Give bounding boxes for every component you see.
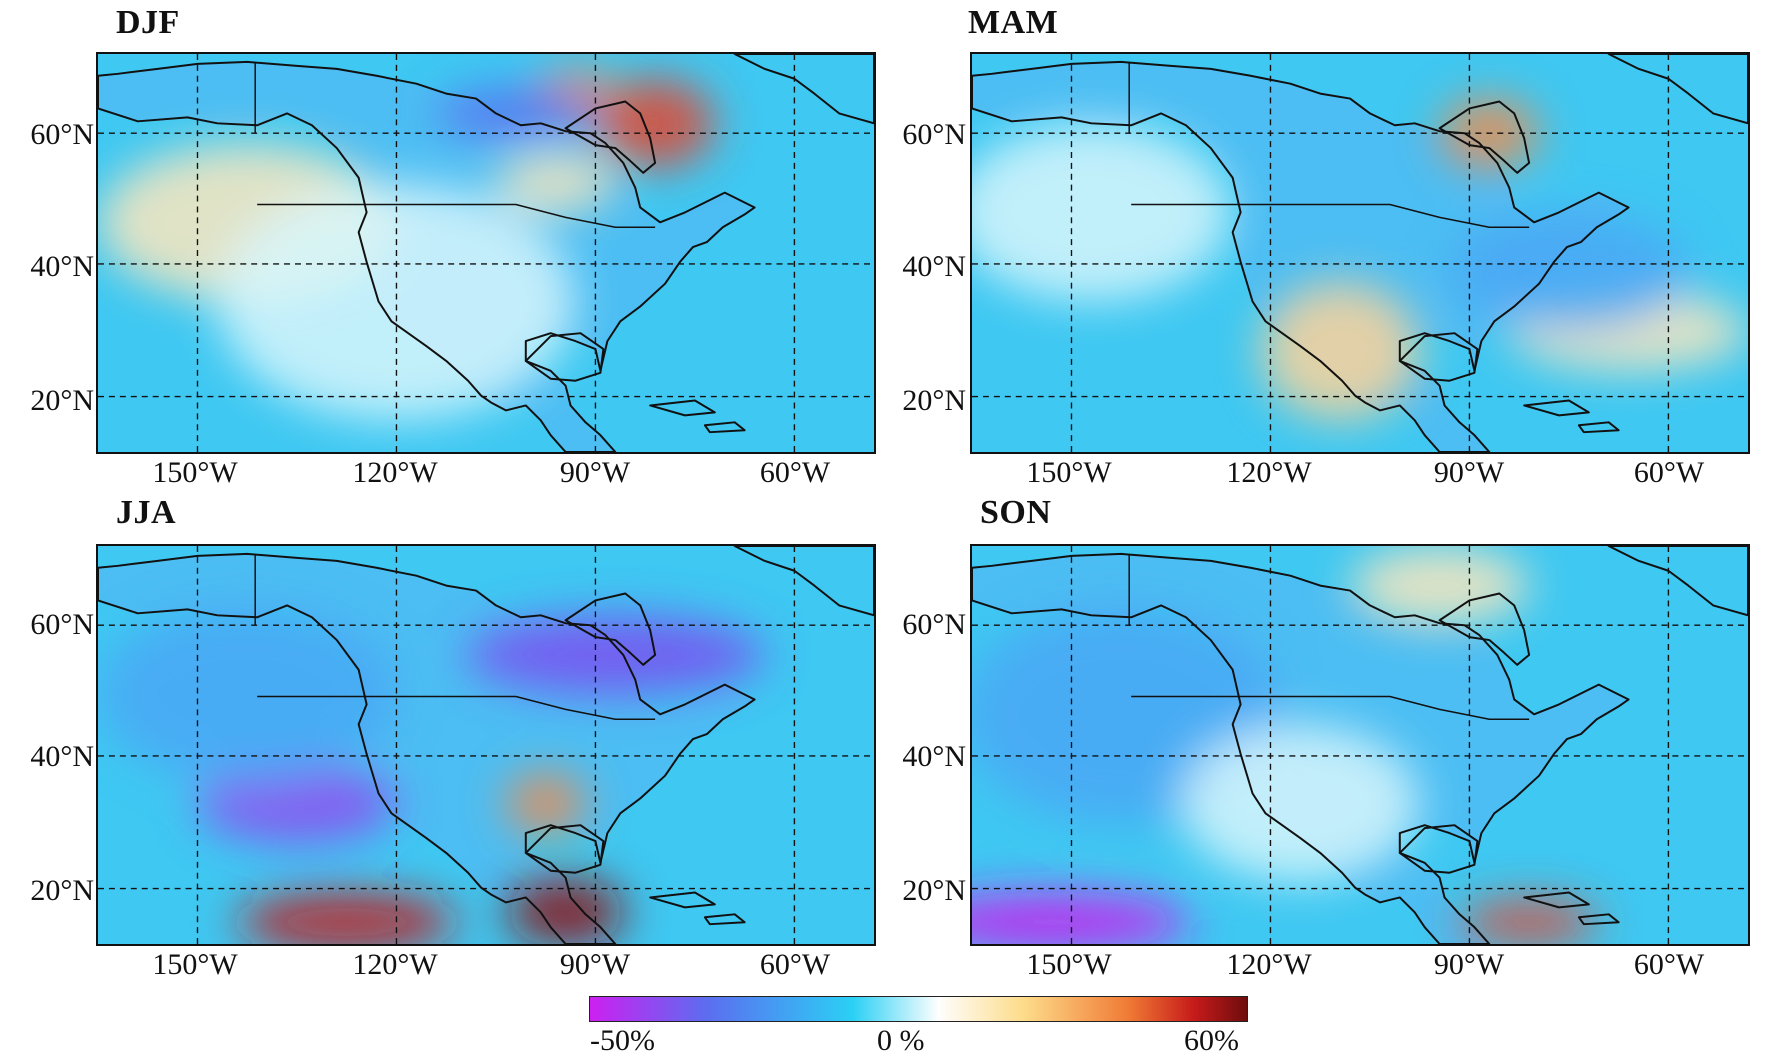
lat-label-60n-jja: 60°N — [30, 608, 94, 641]
lon-label-60w-mam: 60°W — [1633, 456, 1705, 489]
map-svg-djf — [98, 54, 874, 452]
caribbean-islands — [1523, 399, 1620, 434]
lat-label-20n-djf: 20°N — [30, 384, 94, 417]
caribbean-islands — [649, 891, 746, 926]
panel-title-djf: DJF — [116, 4, 180, 41]
gulf-coast — [1398, 332, 1479, 382]
caribbean-islands — [649, 399, 746, 434]
lon-label-120w-mam: 120°W — [1226, 456, 1312, 489]
colorbar-mid-label: 0 % — [877, 1024, 925, 1057]
lon-label-150w-jja: 150°W — [152, 948, 238, 981]
map-svg-jja — [98, 546, 874, 944]
colorbar-min-label: -50% — [590, 1024, 655, 1057]
map-panel-son — [970, 544, 1750, 946]
hudson-bay-coast — [1438, 592, 1531, 666]
lat-label-40n-djf: 40°N — [30, 250, 94, 283]
lon-label-90w-djf: 90°W — [559, 456, 631, 489]
national-border — [1131, 695, 1530, 721]
lat-label-40n-son: 40°N — [902, 740, 966, 773]
lat-label-40n-jja: 40°N — [30, 740, 94, 773]
map-panel-mam — [970, 52, 1750, 454]
lon-label-90w-mam: 90°W — [1433, 456, 1505, 489]
hudson-bay-coast — [1438, 100, 1531, 174]
gulf-coast — [1398, 824, 1479, 874]
national-border — [257, 695, 656, 721]
lon-label-120w-jja: 120°W — [352, 948, 438, 981]
lon-label-120w-djf: 120°W — [352, 456, 438, 489]
anomaly-field — [98, 68, 715, 421]
gulf-coast — [524, 332, 605, 382]
greenland-coast — [1607, 546, 1748, 617]
colorbar-max-label: 60% — [1184, 1024, 1239, 1057]
map-svg-son — [972, 546, 1748, 944]
map-panel-jja — [96, 544, 876, 946]
lon-label-150w-mam: 150°W — [1026, 456, 1112, 489]
national-border — [257, 203, 656, 229]
panel-title-mam: MAM — [968, 4, 1059, 41]
lat-label-60n-djf: 60°N — [30, 118, 94, 151]
lon-label-60w-son: 60°W — [1633, 948, 1705, 981]
panel-title-jja: JJA — [116, 494, 177, 531]
lon-label-90w-jja: 90°W — [559, 948, 631, 981]
national-border — [1131, 203, 1530, 229]
panel-title-son: SON — [980, 494, 1052, 531]
greenland-coast — [733, 546, 874, 617]
map-svg-mam — [972, 54, 1748, 452]
lat-label-40n-mam: 40°N — [902, 250, 966, 283]
caribbean-islands — [1523, 891, 1620, 926]
lat-label-20n-mam: 20°N — [902, 384, 966, 417]
colorbar — [589, 996, 1248, 1022]
lon-label-90w-son: 90°W — [1433, 948, 1505, 981]
lon-label-60w-jja: 60°W — [759, 948, 831, 981]
anomaly-field — [972, 98, 1748, 421]
hudson-bay-coast — [564, 100, 657, 174]
lat-label-20n-son: 20°N — [902, 874, 966, 907]
lon-label-150w-djf: 150°W — [152, 456, 238, 489]
lon-label-60w-djf: 60°W — [759, 456, 831, 489]
lat-label-20n-jja: 20°N — [30, 874, 94, 907]
lat-label-60n-mam: 60°N — [902, 118, 966, 151]
anomaly-field — [972, 546, 1599, 944]
anomaly-field — [98, 605, 765, 944]
lon-label-120w-son: 120°W — [1226, 948, 1312, 981]
greenland-coast — [1607, 54, 1748, 125]
gulf-coast — [524, 824, 605, 874]
greenland-coast — [733, 54, 874, 125]
lat-label-60n-son: 60°N — [902, 608, 966, 641]
map-panel-djf — [96, 52, 876, 454]
lon-label-150w-son: 150°W — [1026, 948, 1112, 981]
hudson-bay-coast — [564, 592, 657, 666]
